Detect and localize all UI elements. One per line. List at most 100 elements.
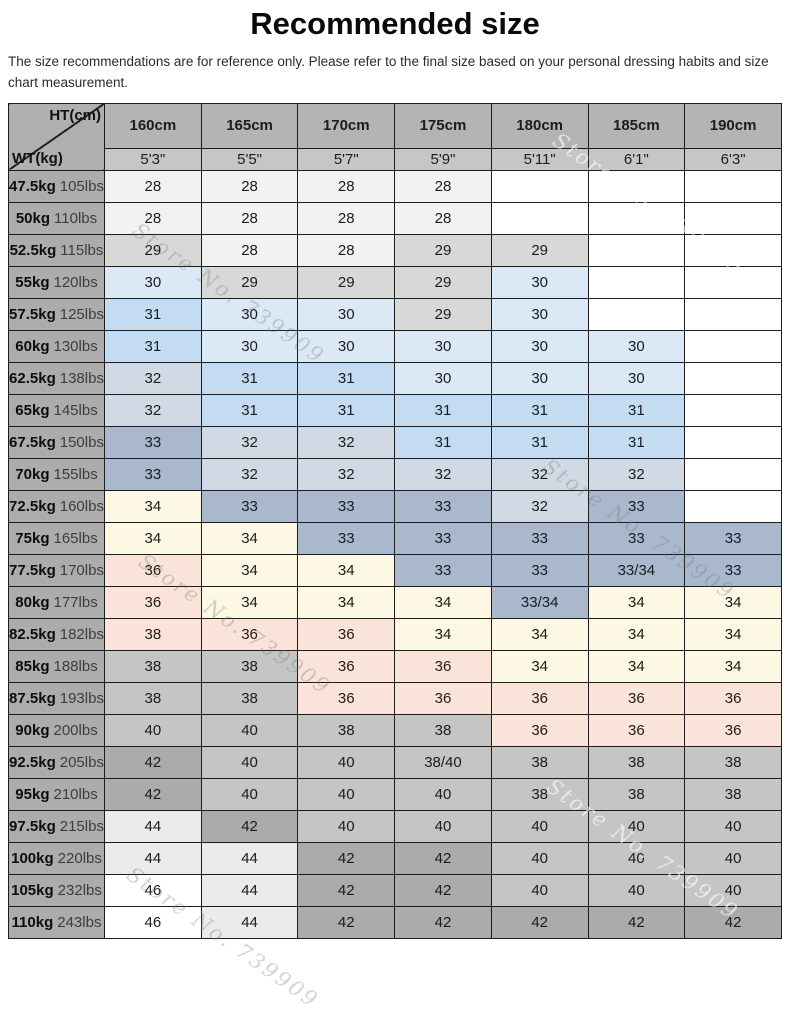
table-row: 87.5kg 193lbs 38 38 36 36 36 36 36 (8, 681, 782, 715)
size-cell (684, 393, 782, 427)
size-cell: 34 (200, 585, 299, 619)
size-cell (684, 329, 782, 363)
size-cell: 28 (200, 169, 299, 203)
height-header-feet: 5'7" (297, 147, 396, 171)
size-cell: 33 (200, 489, 299, 523)
size-cell: 40 (104, 713, 202, 747)
weight-kg: 47.5kg (9, 177, 56, 195)
weight-label-cell: 52.5kg 115lbs (8, 233, 105, 267)
size-cell: 32 (200, 425, 299, 459)
size-cell: 33 (684, 521, 782, 555)
weight-lbs: 155lbs (53, 465, 98, 483)
table-row: 90kg 200lbs 40 40 38 38 36 36 36 (8, 713, 782, 747)
height-header-cm: 160cm (104, 102, 202, 149)
table-row: 110kg 243lbs 46 44 42 42 42 42 42 (8, 905, 782, 939)
size-cell: 33/34 (587, 553, 686, 587)
size-cell: 31 (297, 361, 396, 395)
size-cell (587, 233, 686, 267)
weight-label-cell: 65kg 145lbs (8, 393, 105, 427)
table-row: 95kg 210lbs 42 40 40 40 38 38 38 (8, 777, 782, 811)
size-cell: 42 (297, 873, 396, 907)
size-cell: 31 (394, 425, 492, 459)
weight-lbs: 125lbs (59, 305, 104, 323)
size-cell: 38 (297, 713, 396, 747)
table-row: 80kg 177lbs 36 34 34 34 33/34 34 34 (8, 585, 782, 619)
size-cell: 30 (200, 297, 299, 331)
height-header-feet: 6'1" (587, 147, 686, 171)
size-cell: 30 (297, 329, 396, 363)
table-row: 72.5kg 160lbs 34 33 33 33 32 33 (8, 489, 782, 523)
size-cell: 36 (587, 681, 686, 715)
weight-kg: 80kg (15, 593, 50, 611)
size-cell: 28 (297, 201, 396, 235)
size-cell: 40 (587, 809, 686, 843)
size-cell: 33 (297, 489, 396, 523)
height-header-feet: 6'3" (684, 147, 782, 171)
weight-kg: 62.5kg (9, 369, 56, 387)
weight-label-cell: 80kg 177lbs (8, 585, 105, 619)
weight-kg: 110kg (11, 913, 54, 931)
weight-kg: 57.5kg (9, 305, 56, 323)
weight-label-cell: 92.5kg 205lbs (8, 745, 105, 779)
size-cell: 34 (394, 617, 492, 651)
height-axis-label: HT(cm) (49, 106, 101, 124)
table-row: 50kg 110lbs 28 28 28 28 (8, 201, 782, 235)
size-cell: 33 (684, 553, 782, 587)
size-cell: 28 (297, 169, 396, 203)
size-cell: 33 (490, 521, 589, 555)
weight-kg: 52.5kg (9, 241, 57, 259)
size-cell: 40 (684, 841, 782, 875)
size-cell: 31 (490, 393, 589, 427)
size-cell: 33 (394, 489, 492, 523)
table-row: 82.5kg 182lbs 38 36 36 34 34 34 34 (8, 617, 782, 651)
size-cell: 31 (200, 393, 299, 427)
size-cell: 31 (104, 329, 202, 363)
weight-lbs: 120lbs (53, 273, 98, 291)
size-cell: 38 (104, 617, 202, 651)
weight-lbs: 115lbs (60, 241, 104, 259)
weight-kg: 85kg (15, 657, 50, 675)
size-cell: 40 (490, 873, 589, 907)
size-cell: 36 (490, 681, 589, 715)
weight-label-cell: 85kg 188lbs (8, 649, 105, 683)
size-cell: 32 (394, 457, 492, 491)
size-cell: 38 (394, 713, 492, 747)
size-cell: 34 (104, 489, 202, 523)
weight-lbs: 130lbs (53, 337, 98, 355)
table-row: 97.5kg 215lbs 44 42 40 40 40 40 40 (8, 809, 782, 843)
size-cell: 34 (104, 521, 202, 555)
weight-label-cell: 60kg 130lbs (8, 329, 105, 363)
size-cell: 38 (104, 649, 202, 683)
size-cell: 31 (587, 393, 686, 427)
size-cell: 44 (104, 841, 202, 875)
size-cell: 32 (200, 457, 299, 491)
size-cell: 31 (297, 393, 396, 427)
weight-label-cell: 100kg 220lbs (8, 841, 105, 875)
weight-label-cell: 62.5kg 138lbs (8, 361, 105, 395)
size-cell (684, 169, 782, 203)
size-cell: 34 (587, 649, 686, 683)
height-header-cm: 180cm (490, 102, 589, 149)
size-cell: 46 (104, 873, 202, 907)
size-cell: 32 (490, 489, 589, 523)
size-cell: 40 (490, 809, 589, 843)
size-cell (684, 297, 782, 331)
weight-label-cell: 55kg 120lbs (8, 265, 105, 299)
disclaimer-text: The size recommendations are for referen… (8, 54, 769, 90)
table-row: 52.5kg 115lbs 29 28 28 29 29 (8, 233, 782, 267)
size-cell: 36 (104, 553, 202, 587)
size-cell (587, 201, 686, 235)
weight-label-cell: 75kg 165lbs (8, 521, 105, 555)
size-cell (587, 297, 686, 331)
size-cell: 31 (490, 425, 589, 459)
table-row: 70kg 155lbs 33 32 32 32 32 32 (8, 457, 782, 491)
weight-kg: 95kg (15, 785, 50, 803)
table-row: 57.5kg 125lbs 31 30 30 29 30 (8, 297, 782, 331)
page-title: Recommended size (250, 6, 540, 41)
size-cell: 34 (587, 585, 686, 619)
size-cell: 36 (200, 617, 299, 651)
size-cell: 33 (297, 521, 396, 555)
size-cell: 40 (394, 777, 492, 811)
size-recommendation-table: HT(cm) WT(kg) 160cm 165cm 170cm 175cm 180cm 1… (8, 102, 782, 939)
size-cell: 40 (394, 809, 492, 843)
